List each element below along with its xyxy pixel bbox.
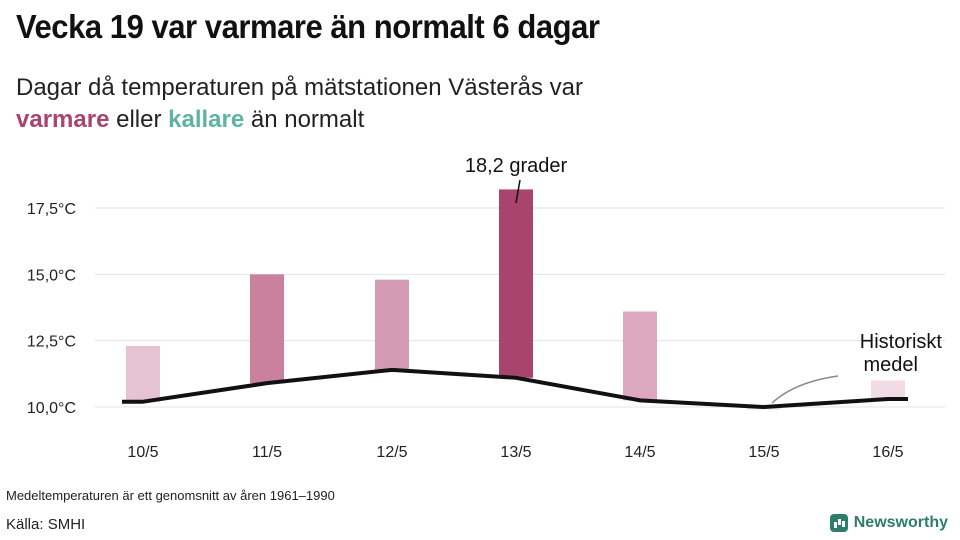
x-tick-label: 15/5 xyxy=(748,444,779,461)
chart-title: Vecka 19 var varmare än normalt 6 dagar xyxy=(16,8,600,45)
annotations: 18,2 grader Historiskt medel xyxy=(465,155,943,404)
y-axis-ticks: 10,0°C 12,5°C 15,0°C 17,5°C xyxy=(27,201,76,417)
subtitle-mid: eller xyxy=(116,106,162,133)
brand-logo: Newsworthy xyxy=(829,514,948,532)
subtitle-line1: Dagar då temperaturen på mätstationen Vä… xyxy=(16,74,583,101)
bar xyxy=(126,345,160,402)
x-tick-label: 14/5 xyxy=(624,444,655,461)
footnote: Medeltemperaturen är ett genomsnitt av å… xyxy=(6,488,335,503)
x-tick-label: 11/5 xyxy=(252,444,282,461)
x-tick-label: 10/5 xyxy=(127,444,158,461)
temperature-chart: 10,0°C 12,5°C 15,0°C 17,5°C 10/5 11/5 12/5 13/… xyxy=(27,155,945,461)
source-note: Källa: SMHI xyxy=(6,516,86,533)
y-tick-label: 12,5°C xyxy=(27,334,76,351)
bar xyxy=(499,189,533,378)
y-tick-label: 10,0°C xyxy=(27,400,76,417)
y-tick-label: 17,5°C xyxy=(27,201,76,218)
y-tick-label: 15,0°C xyxy=(27,267,76,284)
bar xyxy=(623,311,657,401)
bar xyxy=(250,274,284,384)
mean-line-pointer xyxy=(771,375,839,404)
chart-logo-icon xyxy=(829,514,848,532)
x-axis-ticks: 10/5 11/5 12/5 13/5 14/5 15/5 16/5 xyxy=(127,444,903,461)
subtitle-cold-word: kallare xyxy=(168,106,245,133)
max-value-annotation: 18,2 grader xyxy=(465,155,568,177)
bar xyxy=(871,380,905,400)
mean-line xyxy=(122,367,908,409)
mean-line-label-1: Historiskt xyxy=(860,331,943,353)
historical-mean-line xyxy=(122,367,908,409)
x-tick-label: 13/5 xyxy=(500,444,531,461)
subtitle-end: än normalt xyxy=(250,106,365,133)
bars xyxy=(126,189,905,410)
x-tick-label: 12/5 xyxy=(376,444,407,461)
bar xyxy=(375,279,409,370)
x-tick-label: 16/5 xyxy=(872,444,903,461)
chart-subtitle: Dagar då temperaturen på mätstationen Vä… xyxy=(16,72,736,136)
mean-line-label-2: medel xyxy=(864,354,918,376)
subtitle-warm-word: varmare xyxy=(16,106,110,133)
max-value-pointer xyxy=(515,179,521,204)
brand-name: Newsworthy xyxy=(853,514,948,531)
